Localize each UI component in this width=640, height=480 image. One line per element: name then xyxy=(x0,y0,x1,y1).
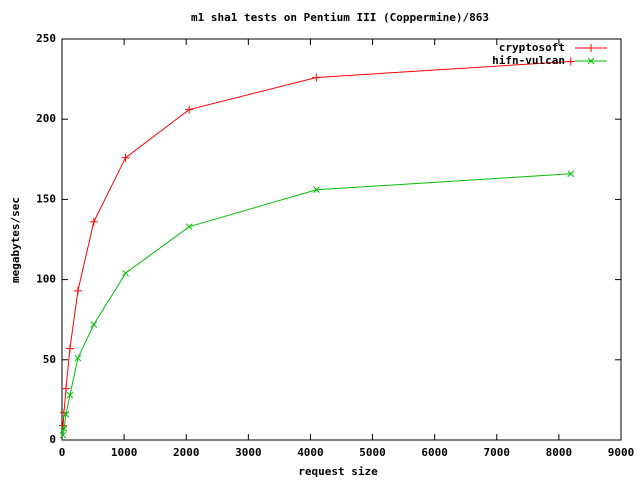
chart-title: m1 sha1 tests on Pentium III (Coppermine… xyxy=(191,11,489,24)
x-tick-label: 6000 xyxy=(421,446,448,459)
x-tick-label: 7000 xyxy=(484,446,511,459)
point-marker xyxy=(185,223,193,231)
legend-label: cryptosoft xyxy=(499,41,565,54)
point-marker xyxy=(313,186,320,194)
point-marker xyxy=(73,286,82,295)
x-tick-label: 0 xyxy=(59,446,66,459)
point-marker xyxy=(65,344,74,353)
x-tick-label: 9000 xyxy=(608,446,635,459)
point-marker xyxy=(587,57,595,65)
point-marker xyxy=(74,354,82,362)
point-marker xyxy=(566,57,575,66)
point-marker xyxy=(121,153,130,162)
point-marker xyxy=(60,425,68,433)
series-line xyxy=(62,60,571,426)
x-tick-label: 4000 xyxy=(297,446,324,459)
y-axis-label: megabytes/sec xyxy=(9,197,22,283)
y-tick-label: 0 xyxy=(49,433,56,446)
series-line xyxy=(62,173,571,436)
plot-border xyxy=(61,38,622,441)
x-tick-label: 8000 xyxy=(546,446,573,459)
y-tick-label: 150 xyxy=(36,192,56,205)
x-tick-label: 2000 xyxy=(173,446,200,459)
y-tick-label: 50 xyxy=(43,353,56,366)
y-tick-label: 250 xyxy=(36,32,56,45)
point-marker xyxy=(185,105,194,114)
point-marker xyxy=(66,391,74,399)
point-marker xyxy=(61,384,70,393)
y-tick-label: 100 xyxy=(36,273,56,286)
legend-label: hifn-vulcan xyxy=(492,54,565,67)
x-tick-label: 3000 xyxy=(235,446,262,459)
x-axis-label: request size xyxy=(298,465,378,478)
point-marker xyxy=(59,431,67,439)
point-marker xyxy=(122,269,129,277)
x-tick-label: 5000 xyxy=(359,446,386,459)
x-tick-label: 1000 xyxy=(111,446,138,459)
point-marker xyxy=(587,44,595,52)
point-marker xyxy=(567,170,575,178)
y-tick-label: 200 xyxy=(36,112,56,125)
point-marker xyxy=(89,217,98,226)
point-marker xyxy=(62,410,70,418)
point-marker xyxy=(312,73,321,82)
point-marker xyxy=(90,321,98,328)
